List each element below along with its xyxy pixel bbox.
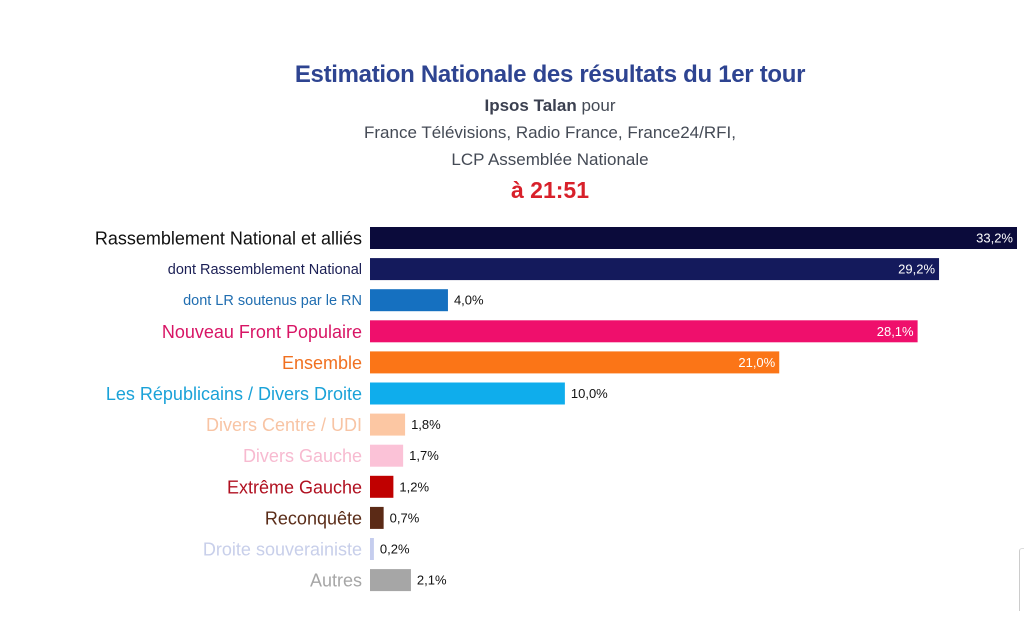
clients-line-2: LCP Assemblée Nationale	[451, 150, 649, 169]
category-label: Divers Centre / UDI	[206, 415, 362, 435]
category-label: Ensemble	[282, 353, 362, 373]
chart-title: Estimation Nationale des résultats du 1e…	[294, 61, 806, 88]
bar	[370, 320, 918, 343]
bar	[370, 227, 1017, 249]
value-label: 33,2%	[976, 231, 1013, 246]
bar	[370, 538, 374, 560]
category-label: Rassemblement National et alliés	[95, 229, 362, 249]
category-label: Extrême Gauche	[227, 477, 362, 497]
pollster-name: Ipsos Talan	[484, 96, 577, 115]
value-label: 4,0%	[454, 293, 484, 308]
bar	[370, 258, 940, 281]
category-label: Les Républicains / Divers Droite	[106, 384, 362, 404]
bar	[370, 569, 411, 592]
value-label: 29,2%	[898, 262, 935, 277]
value-label: 28,1%	[877, 324, 914, 339]
category-label: dont LR soutenus par le RN	[183, 293, 362, 309]
value-label: 2,1%	[417, 573, 447, 588]
chart-header: Estimation Nationale des résultats du 1e…	[250, 58, 850, 206]
clients-line-1: France Télévisions, Radio France, France…	[364, 123, 736, 142]
bar	[370, 289, 448, 312]
value-label: 21,0%	[738, 355, 775, 370]
bar	[370, 382, 565, 405]
category-label: Reconquête	[265, 508, 362, 528]
bar	[370, 506, 384, 529]
pollster-line: Ipsos Talan pour	[250, 92, 850, 119]
category-label: Nouveau Front Populaire	[162, 322, 362, 342]
category-label: Divers Gauche	[243, 446, 362, 466]
value-label: 10,0%	[571, 386, 608, 401]
pollster-pour: pour	[576, 96, 616, 115]
bar	[370, 351, 780, 374]
value-label: 0,2%	[380, 542, 410, 557]
category-label: Droite souverainiste	[203, 540, 362, 560]
bar	[370, 413, 406, 436]
value-label: 0,7%	[390, 510, 420, 525]
value-label: 1,8%	[411, 417, 441, 432]
value-label: 1,2%	[399, 479, 429, 494]
value-label: 1,7%	[409, 448, 439, 463]
bar	[370, 444, 404, 467]
bar	[370, 475, 394, 498]
category-label: dont Rassemblement National	[168, 262, 362, 278]
scroll-edge	[1019, 548, 1024, 611]
category-label: Autres	[310, 571, 362, 591]
estimate-time: à 21:51	[510, 177, 589, 203]
